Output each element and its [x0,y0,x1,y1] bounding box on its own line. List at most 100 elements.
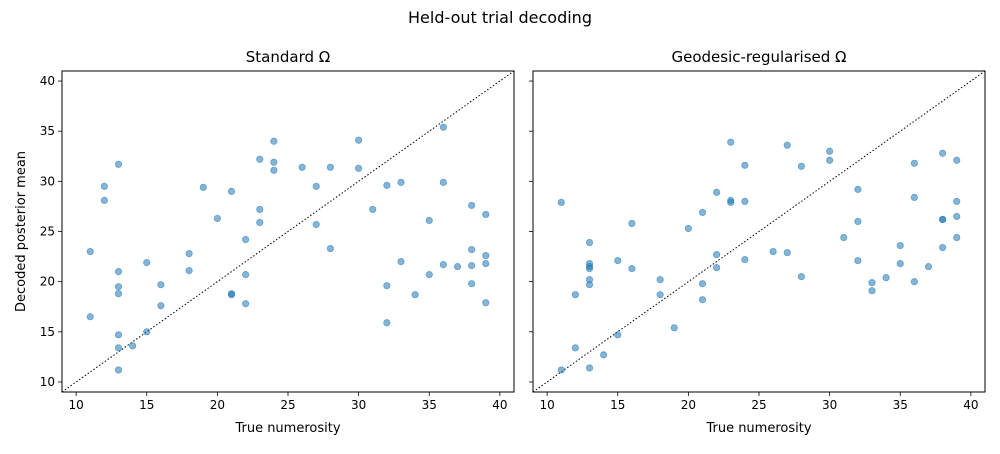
scatter-point [100,182,108,190]
scatter-point [783,141,791,149]
scatter-point [355,164,363,172]
scatter-point [468,262,476,270]
scatter-point [185,249,193,258]
scatter-point [482,251,490,260]
subplot-1: 10 15 20 25 30 35 40 10 15 20 25 30 35 40 Standard Ω Tr… [14,48,515,436]
scatter-point [242,300,250,308]
x-tick-label: 25 [751,398,766,412]
y-tick-label: 25 [40,225,55,239]
scatter-point [741,161,749,169]
y-tick-label: 30 [40,174,55,188]
y-tick-label: 35 [40,124,55,138]
scatter-point [727,198,735,207]
x-tick-label: 20 [681,398,696,412]
scatter-point [854,217,862,226]
scatter-point [468,245,476,254]
scatter-point [369,205,377,214]
scatter-point [157,281,165,289]
scatter-point [910,193,918,201]
scatter-point [783,248,791,257]
x-tick-label: 25 [280,398,295,412]
reference-diagonal-line [533,71,985,392]
scatter-point [953,197,961,206]
scatter-point [397,257,405,266]
y-axis-label: Decoded posterior mean [14,151,29,312]
scatter-point [939,215,947,224]
subplot-title: Geodesic-regularised Ω [671,48,846,66]
scatter-point [439,178,447,186]
y-tick-label: 10 [40,375,55,389]
scatter-point [698,280,707,288]
scatter-point [100,196,108,205]
x-tick-label: 40 [963,398,978,412]
scatter-point [741,255,749,264]
scatter-point [411,291,419,299]
scatter-point [383,181,391,189]
scatter-point [953,233,961,242]
scatter-point [468,280,476,288]
scatter-point [326,244,334,253]
scatter-point [468,201,476,210]
scatter-point [397,178,405,186]
x-tick-label: 35 [422,398,437,412]
scatter-point [256,218,264,227]
scatter-point [939,149,947,157]
scatter-point [383,319,391,327]
scatter-point [355,136,363,144]
scatter-point [684,224,692,233]
scatter-point [797,162,805,170]
scatter-point [482,259,490,268]
scatter-point [882,274,890,282]
scatter-point [482,299,490,307]
scatter-point [143,328,151,336]
scatter-point [868,287,876,295]
scatter-point [656,291,664,299]
subplot-title: Standard Ω [246,48,330,66]
scatter-point [185,267,193,275]
scatter-point [270,166,278,174]
x-tick-label: 15 [610,398,625,412]
scatter-point [741,197,749,206]
scatter-point [854,256,862,265]
x-tick-label: 35 [893,398,908,412]
scatter-point [896,259,904,268]
scatter-point [713,188,721,196]
scatter-point [114,268,123,276]
scatter-point [114,366,123,374]
scatter-point [242,271,250,279]
scatter-point [628,265,636,273]
scatter-point [896,241,904,250]
scatter-point [585,364,594,372]
scatter-point [227,187,236,195]
scatter-point [797,273,805,281]
scatter-point [482,210,490,219]
scatter-point [727,138,735,146]
scatter-point [826,156,834,164]
scatter-point [425,271,433,279]
scatter-point [600,351,608,359]
scatter-point [439,123,447,131]
scatter-point [713,264,721,272]
x-axis-label: True numerosity [234,421,340,436]
scatter-point [256,205,264,214]
x-tick-label: 30 [822,398,837,412]
x-axis-label: True numerosity [705,421,811,436]
scatter-point [298,163,306,171]
scatter-point [439,261,447,269]
y-tick-label: 20 [40,275,55,289]
scatter-point [868,279,876,287]
y-tick-label: 40 [40,74,55,88]
scatter-point [826,147,834,155]
scatter-point [143,258,151,267]
scatter-point [698,296,707,304]
scatter-point [157,302,165,310]
scatter-point [425,216,433,225]
scatter-point [614,331,622,339]
scatter-point [670,324,678,332]
scatter-point [698,208,707,217]
scatter-point [571,344,579,352]
scatter-point [628,219,636,228]
scatter-point [326,163,334,171]
